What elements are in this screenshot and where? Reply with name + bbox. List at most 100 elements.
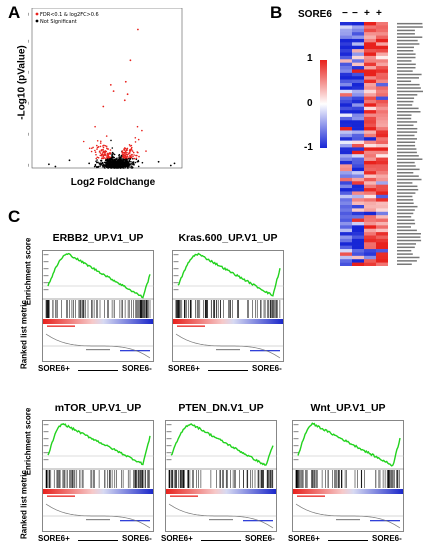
heatmap-cell bbox=[340, 225, 352, 230]
heatmap-gene-label bbox=[397, 50, 414, 52]
heatmap-cell bbox=[340, 205, 352, 209]
heatmap-cell bbox=[352, 144, 364, 148]
gsea-label-sore6-pos: SORE6+ bbox=[168, 364, 200, 373]
heatmap-cell bbox=[376, 174, 388, 179]
heatmap-cell bbox=[364, 113, 376, 118]
heatmap-cell bbox=[340, 127, 352, 131]
heatmap-cell bbox=[364, 215, 376, 219]
volcano-point bbox=[104, 165, 107, 167]
heatmap-cell bbox=[364, 164, 376, 169]
gsea-hits bbox=[168, 470, 274, 488]
gsea-label-sore6-neg: SORE6- bbox=[252, 364, 282, 373]
heatmap-cell bbox=[376, 123, 388, 128]
heatmap-cell bbox=[352, 66, 364, 70]
heatmap-cell bbox=[352, 103, 364, 108]
heatmap-group-sign: − bbox=[352, 8, 358, 19]
volcano-point bbox=[134, 141, 137, 143]
heatmap-cell bbox=[364, 137, 376, 141]
heatmap-cell bbox=[376, 113, 388, 118]
heatmap-cell bbox=[352, 32, 364, 36]
heatmap-cell bbox=[376, 25, 388, 30]
volcano-point bbox=[110, 139, 112, 142]
heatmap-cell bbox=[340, 160, 352, 165]
heatmap-cell bbox=[340, 133, 352, 138]
heatmap-cell bbox=[364, 103, 376, 108]
heatmap-cell bbox=[364, 147, 376, 152]
heatmap-cell bbox=[376, 184, 388, 189]
volcano-point bbox=[111, 160, 113, 163]
heatmap-cell bbox=[364, 177, 376, 182]
volcano-point bbox=[105, 159, 108, 161]
volcano-point bbox=[96, 146, 99, 149]
heatmap-cell bbox=[340, 157, 352, 162]
volcano-point bbox=[114, 162, 116, 164]
gsea-hits bbox=[295, 470, 400, 488]
heatmap-cell bbox=[340, 184, 352, 189]
heatmap-cell bbox=[340, 140, 352, 145]
heatmap-gene-label bbox=[397, 222, 416, 225]
heatmap-cell bbox=[376, 150, 388, 155]
volcano-point bbox=[136, 125, 139, 128]
heatmap-cell bbox=[364, 249, 376, 253]
heatmap-cell bbox=[352, 221, 364, 226]
heatmap-cell bbox=[352, 123, 364, 128]
gsea-label-sore6-neg: SORE6- bbox=[372, 534, 402, 543]
volcano-point bbox=[88, 162, 90, 165]
volcano-point bbox=[132, 155, 134, 158]
heatmap-cell bbox=[376, 218, 388, 223]
heatmap-cell bbox=[352, 164, 364, 169]
heatmap-cell bbox=[340, 181, 352, 185]
volcano-plot: 0 10 20 30 40 50 FDR<0.1 & log2FC>0.6 No… bbox=[28, 8, 183, 169]
volcano-point bbox=[95, 157, 97, 160]
heatmap-cell bbox=[364, 79, 376, 84]
heatmap-cell bbox=[352, 42, 364, 47]
heatmap-cell bbox=[340, 167, 352, 172]
heatmap-gene-label bbox=[397, 256, 420, 259]
volcano-point bbox=[68, 159, 71, 162]
volcano-point bbox=[102, 146, 105, 149]
heatmap-gene-label bbox=[397, 148, 417, 150]
volcano-point bbox=[100, 149, 103, 151]
volcano-point bbox=[94, 151, 97, 153]
volcano-point bbox=[109, 153, 111, 155]
heatmap-cell bbox=[376, 194, 388, 199]
gsea-annotation bbox=[209, 519, 233, 521]
gsea-plot bbox=[165, 420, 277, 532]
gsea-frame bbox=[42, 250, 154, 362]
heatmap-gene-label bbox=[397, 161, 415, 164]
gsea-tick bbox=[293, 424, 299, 426]
heatmap-cell bbox=[352, 55, 364, 60]
volcano-point bbox=[125, 149, 128, 152]
volcano-point bbox=[96, 144, 98, 147]
heatmap-cell bbox=[364, 49, 376, 53]
volcano-point bbox=[109, 161, 112, 163]
volcano-point bbox=[129, 154, 131, 157]
volcano-point bbox=[128, 162, 130, 165]
volcano-point bbox=[110, 157, 113, 160]
heatmap-cell bbox=[364, 99, 376, 104]
heatmap-cell bbox=[364, 133, 376, 138]
gsea-label-sore6-pos: SORE6+ bbox=[38, 364, 70, 373]
heatmap-cell bbox=[352, 140, 364, 145]
heatmap-cell bbox=[340, 35, 352, 40]
heatmap-cell bbox=[352, 184, 364, 189]
heatmap-cell bbox=[352, 72, 364, 77]
volcano-point bbox=[130, 163, 132, 165]
volcano-plot-frame bbox=[31, 8, 183, 169]
heatmap-cell bbox=[364, 252, 376, 257]
gsea-annotation bbox=[336, 519, 360, 521]
heatmap-cell bbox=[352, 150, 364, 155]
gsea-plot-title: PTEN_DN.V1_UP bbox=[178, 402, 264, 414]
heatmap-cell bbox=[376, 49, 388, 53]
heatmap-cell bbox=[376, 38, 388, 43]
gsea-tick bbox=[43, 452, 49, 454]
volcano-point bbox=[104, 145, 107, 147]
heatmap-gene-label bbox=[397, 226, 411, 228]
heatmap-cell bbox=[352, 99, 364, 104]
heatmap-cell bbox=[376, 32, 388, 36]
heatmap-gene-label bbox=[397, 36, 423, 38]
volcano-point bbox=[121, 150, 124, 152]
heatmap-cell bbox=[376, 232, 388, 236]
legend-dot-significant bbox=[35, 12, 39, 16]
gsea-label-sore6-neg: SORE6- bbox=[122, 534, 152, 543]
